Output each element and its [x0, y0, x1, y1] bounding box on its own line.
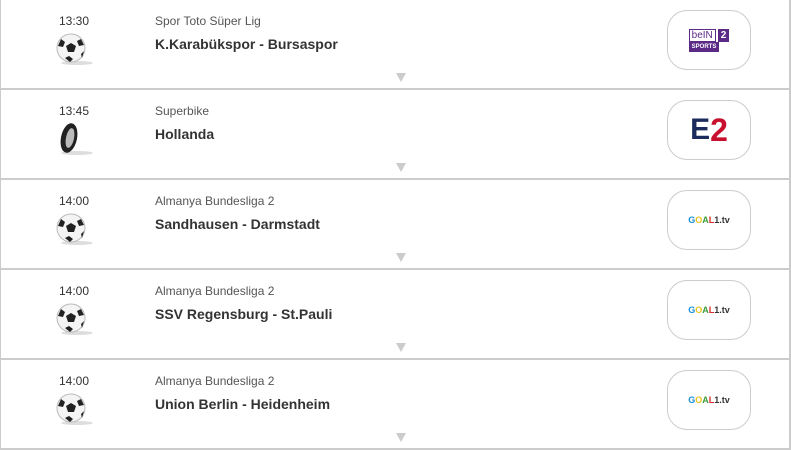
event-match[interactable]: Hollanda — [155, 126, 215, 142]
expand-arrow-icon[interactable] — [396, 433, 406, 442]
event-match[interactable]: Union Berlin - Heidenheim — [155, 396, 331, 412]
event-row[interactable]: 14:00 Almanya Bundesliga 2 Union Berlin … — [0, 360, 791, 450]
soccer-ball-icon — [55, 212, 95, 246]
soccer-ball-icon — [55, 302, 95, 336]
goal1-tv-logo[interactable]: G O A L 1.tv — [667, 190, 751, 250]
event-league: Spor Toto Süper Lig — [155, 14, 261, 28]
event-time: 13:45 — [59, 104, 90, 118]
goal1-tv-logo[interactable]: G O A L 1.tv — [667, 280, 751, 340]
motorbike-tire-icon — [55, 122, 95, 156]
event-time: 14:00 — [59, 284, 90, 298]
expand-arrow-icon[interactable] — [396, 163, 406, 172]
expand-arrow-icon[interactable] — [396, 73, 406, 82]
event-match[interactable]: Sandhausen - Darmstadt — [155, 216, 320, 232]
event-row[interactable]: 13:30 Spor Toto Süper Lig K.Karabükspor … — [0, 0, 791, 90]
event-league: Almanya Bundesliga 2 — [155, 194, 275, 208]
event-match[interactable]: SSV Regensburg - St.Pauli — [155, 306, 333, 322]
soccer-ball-icon — [55, 392, 95, 426]
soccer-ball-icon — [55, 32, 95, 66]
bein-sports-2-logo[interactable]: beIN 2 SPORTS — [667, 10, 751, 70]
event-row[interactable]: 14:00 Almanya Bundesliga 2 Sandhausen - … — [0, 180, 791, 270]
expand-arrow-icon[interactable] — [396, 253, 406, 262]
event-league: Superbike — [155, 104, 210, 118]
event-time: 14:00 — [59, 194, 90, 208]
expand-arrow-icon[interactable] — [396, 343, 406, 352]
event-league: Almanya Bundesliga 2 — [155, 284, 275, 298]
event-match[interactable]: K.Karabükspor - Bursaspor — [155, 36, 338, 52]
event-time: 13:30 — [59, 14, 90, 28]
goal1-tv-logo[interactable]: G O A L 1.tv — [667, 370, 751, 430]
event-row[interactable]: 14:00 Almanya Bundesliga 2 SSV Regensbur… — [0, 270, 791, 360]
event-time: 14:00 — [59, 374, 90, 388]
event-league: Almanya Bundesliga 2 — [155, 374, 275, 388]
